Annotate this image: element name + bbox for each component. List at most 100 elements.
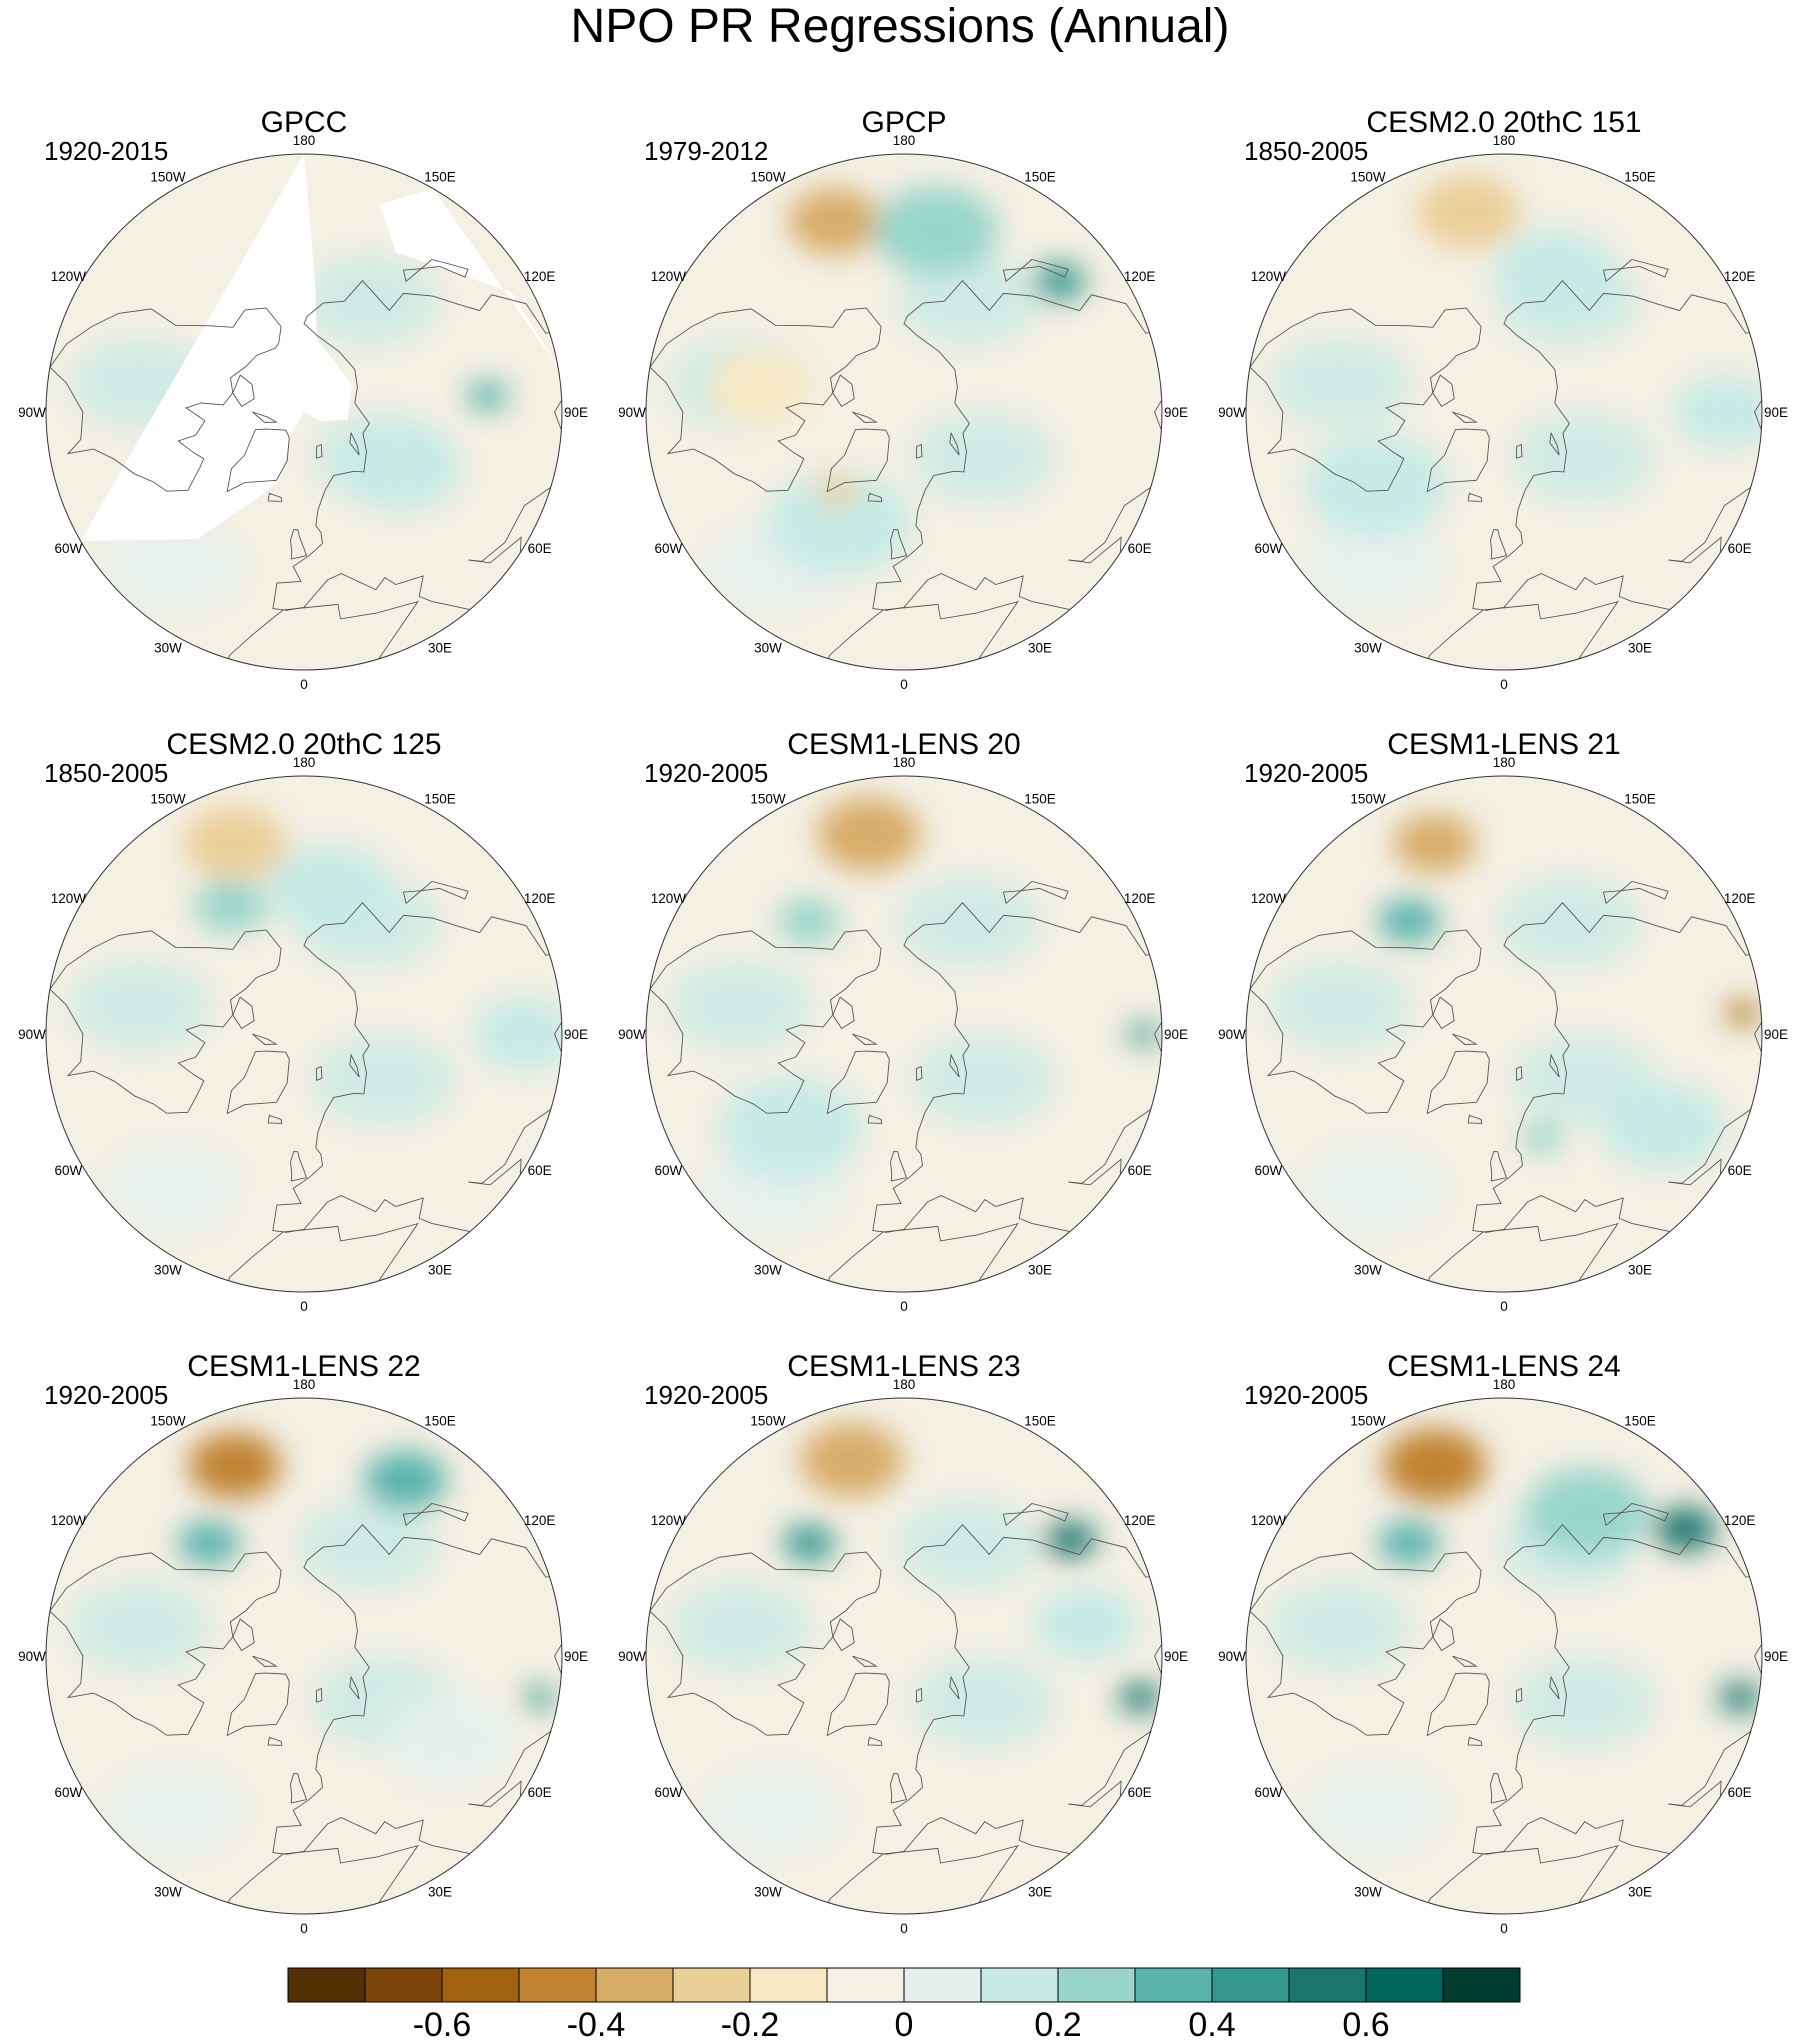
field-anomaly: [1303, 1144, 1444, 1235]
colorbar-tick-label: -0.6: [413, 2006, 472, 2042]
coastline: [315, 443, 323, 459]
coastline: [1472, 1524, 1762, 1858]
field-anomaly: [1044, 1521, 1096, 1559]
longitude-label: 90E: [1764, 405, 1788, 420]
field-anomaly: [1378, 1520, 1441, 1566]
longitude-label: 30E: [428, 1885, 452, 1900]
longitude-label: 60W: [655, 1785, 683, 1800]
precip-field: [646, 1398, 1162, 1914]
map-panel: 180 150E 120E 90E 60E 30E 0 30W 60W 90W 120W 150W CE…: [1218, 728, 1788, 1314]
colorbar-tick-label: 0.6: [1342, 2006, 1389, 2042]
coastline: [832, 996, 855, 1030]
coastline: [1490, 1773, 1508, 1804]
longitude-label: 60W: [655, 541, 683, 556]
longitude-label: 150E: [1024, 1413, 1056, 1428]
longitude-label: 90W: [618, 405, 646, 420]
map-panel: 180 150E 120E 90E 60E 30E 0 30W 60W 90W 120W 150W CE…: [618, 1350, 1188, 1936]
field-anomaly: [466, 381, 509, 411]
longitude-label: 150E: [424, 791, 456, 806]
colorbar-swatch: [1442, 1967, 1521, 2003]
coastline: [1249, 929, 1482, 1114]
longitude-label: 60E: [1728, 1163, 1752, 1178]
field-anomaly: [1128, 1022, 1160, 1046]
colorbar-swatch: [364, 1967, 443, 2003]
coastline: [822, 600, 1019, 670]
coastline: [915, 443, 923, 459]
panel-title: GPCC: [261, 106, 348, 139]
map-panel: 180 150E 120E 90E 60E 30E 0 30W 60W 90W 120W 150W CE…: [618, 728, 1188, 1314]
longitude-label: 0: [900, 1299, 908, 1314]
map-border: [1245, 1397, 1763, 1915]
panel-title: CESM1-LENS 20: [787, 728, 1020, 761]
longitude-label: 120E: [1724, 269, 1756, 284]
field-anomaly: [1673, 375, 1762, 449]
panel-title: CESM1-LENS 24: [1387, 1350, 1620, 1383]
coastline: [872, 902, 1162, 1236]
field-anomaly: [909, 574, 1050, 665]
map-panel: 180 150E 120E 90E 60E 30E 0 30W 60W 90W 120W 150W CE…: [1218, 1350, 1788, 1936]
coastline: [290, 1773, 308, 1804]
coastline: [49, 1551, 282, 1736]
coastline: [867, 1114, 883, 1124]
coastline: [949, 1675, 960, 1700]
longitude-label: 90E: [564, 1027, 588, 1042]
longitude-label: 90E: [564, 405, 588, 420]
field-anomaly: [1119, 1682, 1161, 1713]
coastline: [1549, 1053, 1560, 1078]
coastline: [1426, 1050, 1490, 1115]
longitude-label: 0: [1500, 677, 1508, 692]
longitude-label: 120W: [651, 891, 687, 906]
field-anomaly: [1393, 814, 1476, 873]
precip-field: [1246, 154, 1762, 670]
field-anomaly: [1033, 1587, 1138, 1661]
coastline: [852, 411, 878, 423]
longitude-label: 90E: [1764, 1027, 1788, 1042]
field-anomaly: [103, 1144, 244, 1235]
precip-field: [646, 154, 1162, 670]
longitude-label: 0: [1500, 1921, 1508, 1936]
field-anomaly: [817, 476, 859, 506]
colorbar-swatch: [826, 1967, 905, 2003]
colorbar-swatch: [749, 1967, 828, 2003]
coastline: [267, 492, 283, 502]
coastline: [222, 600, 419, 670]
longitude-label: 120W: [1251, 1513, 1287, 1528]
longitude-label: 60E: [528, 1785, 552, 1800]
field-anomaly: [194, 880, 267, 933]
field-anomaly: [778, 898, 841, 944]
longitude-label: 30W: [1354, 641, 1382, 656]
field-anomaly: [364, 1450, 447, 1510]
precip-field: [46, 776, 562, 1292]
longitude-label: 180: [893, 755, 916, 770]
coastline: [1426, 1672, 1490, 1737]
longitude-label: 60E: [1128, 1785, 1152, 1800]
field-anomaly: [1719, 1682, 1761, 1713]
map-border: [45, 153, 563, 671]
coastline: [252, 411, 278, 423]
coastline: [267, 1114, 283, 1124]
precip-field: [1246, 1398, 1762, 1914]
field-anomaly: [337, 423, 462, 512]
longitude-label: 120W: [651, 1513, 687, 1528]
longitude-label: 60W: [1255, 541, 1283, 556]
field-anomaly: [188, 1432, 282, 1499]
longitude-label: 120W: [1251, 891, 1287, 906]
coastline: [49, 929, 282, 1114]
longitude-label: 60W: [55, 1163, 83, 1178]
longitude-label: 120E: [1724, 1513, 1756, 1528]
longitude-label: 120E: [524, 269, 556, 284]
longitude-label: 150W: [750, 791, 786, 806]
field-anomaly: [898, 877, 1039, 968]
field-anomaly: [788, 188, 882, 255]
longitude-label: 180: [893, 133, 916, 148]
field-anomaly: [1378, 898, 1441, 944]
field-anomaly: [103, 522, 244, 613]
longitude-label: 0: [1500, 1299, 1508, 1314]
panel-title: CESM2.0 20thC 151: [1366, 106, 1641, 139]
panel-title: CESM1-LENS 22: [187, 1350, 420, 1383]
longitude-label: 0: [300, 1299, 308, 1314]
longitude-label: 60E: [1728, 1785, 1752, 1800]
longitude-label: 180: [1493, 755, 1516, 770]
map-border: [645, 775, 1163, 1293]
coastline: [1467, 492, 1483, 502]
